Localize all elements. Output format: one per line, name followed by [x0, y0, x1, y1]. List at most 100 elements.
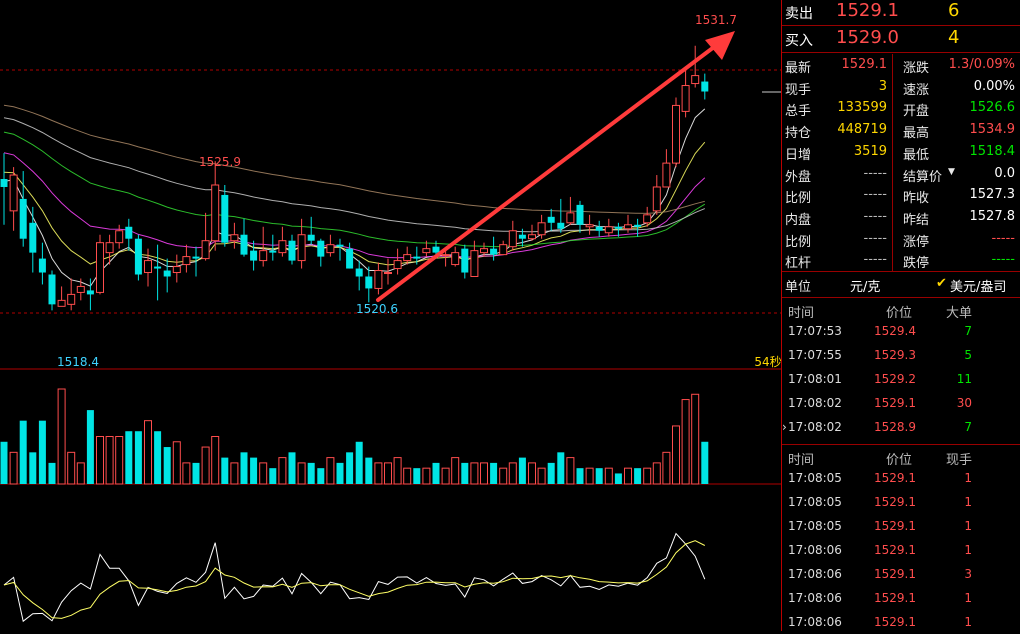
- unit-value[interactable]: 元/克: [850, 280, 881, 295]
- volume-bar: [182, 462, 191, 485]
- tick-row[interactable]: 17:08:06 1529.1 1: [782, 586, 1020, 610]
- volume-bar: [336, 462, 344, 484]
- candle-body: [681, 85, 690, 112]
- tick-row[interactable]: 17:08:06 1529.1 1: [782, 610, 1020, 634]
- candle-body: [240, 234, 248, 255]
- volume-bar: [278, 457, 287, 485]
- volume-bar: [29, 452, 37, 484]
- candle-body: [134, 238, 142, 275]
- kline-chart-area[interactable]: 1531.7 1525.9 1520.6 1518.4 54秒: [0, 0, 781, 631]
- volume-bar: [192, 462, 200, 484]
- candle-body: [451, 252, 460, 266]
- tick-row[interactable]: 17:08:05 1529.1 1: [782, 490, 1020, 514]
- candle-body: [393, 260, 402, 270]
- quote-stat-row: 总手 133599 开盘 1526.6: [782, 97, 1020, 119]
- header-time: 时间: [788, 453, 815, 468]
- candle-body: [326, 244, 335, 254]
- volume-bar: [172, 441, 181, 485]
- volume-bar: [96, 436, 104, 485]
- dropdown-icon[interactable]: ▼: [948, 166, 955, 177]
- indicator-fast-line: [3, 532, 706, 623]
- volume-bar: [576, 468, 584, 484]
- mid-low-price-label: 1520.6: [356, 302, 398, 316]
- header-price: 价位: [886, 306, 913, 321]
- stat-label: 外盘: [785, 169, 812, 185]
- candle-body: [614, 226, 622, 229]
- order-price: 1529.3: [874, 348, 916, 362]
- volume-bar: [115, 436, 124, 485]
- big-order-row[interactable]: 17:07:53 1529.4 7: [782, 319, 1020, 343]
- volume-bar: [76, 462, 85, 485]
- buy-row[interactable]: 买入 1529.0 4: [782, 27, 1020, 53]
- volume-bar: [250, 457, 258, 484]
- volume-bar: [346, 452, 354, 484]
- big-order-row[interactable]: 17:07:55 1529.3 5: [782, 343, 1020, 367]
- order-time: 17:08:02: [788, 396, 842, 410]
- quote-stat-row: 杠杆 ----- 跌停 -----: [782, 249, 1020, 271]
- sell-volume: 6: [948, 0, 960, 21]
- tick-row[interactable]: 17:08:05 1529.1 1: [782, 514, 1020, 538]
- candle-body: [201, 240, 210, 260]
- volume-bar: [499, 467, 508, 485]
- big-order-row[interactable]: 17:08:02 1528.9 7: [782, 415, 1020, 439]
- volume-bar: [413, 468, 421, 484]
- candle-body: [76, 285, 85, 293]
- stat-value: 1534.9: [969, 122, 1016, 138]
- candle-body: [576, 204, 584, 225]
- big-order-row[interactable]: 17:08:02 1529.1 30: [782, 391, 1020, 415]
- volume-bar: [221, 457, 229, 484]
- tick-header: 时间 价位 现手: [782, 447, 1020, 469]
- stat-value: -----: [991, 230, 1015, 246]
- volume-bar: [652, 462, 661, 485]
- tick-row[interactable]: 17:08:06 1529.1 3: [782, 562, 1020, 586]
- order-volume: 11: [956, 372, 972, 386]
- candle-body: [547, 216, 555, 223]
- volume-bar: [566, 457, 575, 485]
- sell-label: 卖出: [785, 6, 813, 22]
- volume-bar: [681, 399, 690, 485]
- order-time: 17:07:53: [788, 324, 842, 338]
- quote-stat-row: 现手 3 速涨 0.00%: [782, 76, 1020, 98]
- sell-row[interactable]: 卖出 1529.1 6: [782, 0, 1020, 26]
- tick-row[interactable]: 17:08:06 1529.1 1: [782, 538, 1020, 562]
- countdown-label: 54秒: [754, 355, 781, 369]
- buy-price: 1529.0: [836, 27, 899, 48]
- stat-label: 昨结: [903, 212, 930, 228]
- peak-price-label: 1525.9: [199, 155, 241, 169]
- volume-bar: [643, 467, 652, 485]
- divider: [782, 52, 1020, 53]
- volume-bar: [9, 451, 18, 485]
- header-time: 时间: [788, 306, 815, 321]
- candle-body: [413, 256, 421, 259]
- volume-bar: [307, 462, 315, 484]
- unit-option[interactable]: 美元/盎司: [950, 280, 1007, 295]
- order-time: 17:08:02: [788, 420, 842, 434]
- tick-price: 1529.1: [874, 591, 916, 605]
- candlestick-chart[interactable]: 1531.7 1525.9 1520.6 1518.4 54秒: [0, 0, 781, 631]
- stat-value: 3: [878, 78, 887, 94]
- candle-body: [461, 248, 469, 273]
- candle-body: [172, 266, 181, 274]
- stat-value: -----: [863, 252, 887, 268]
- buy-label: 买入: [785, 33, 813, 49]
- stat-label: 杠杆: [785, 256, 812, 272]
- volume-bar: [211, 436, 220, 485]
- tick-time: 17:08:06: [788, 591, 842, 605]
- tick-volume: 1: [964, 519, 972, 533]
- candle-body: [432, 246, 440, 253]
- candle-body: [182, 256, 191, 266]
- divider: [782, 25, 1020, 26]
- low-price-label: 1518.4: [57, 355, 99, 369]
- stat-label: 结算价: [903, 169, 943, 185]
- divider: [892, 54, 893, 271]
- stat-label: 比例: [785, 191, 812, 207]
- volume-bar: [604, 467, 613, 485]
- tick-row[interactable]: 17:08:05 1529.1 1: [782, 466, 1020, 490]
- candle-body: [297, 234, 306, 262]
- order-time: 17:08:01: [788, 372, 842, 386]
- tick-price: 1529.1: [874, 543, 916, 557]
- stat-label: 昨收: [903, 191, 930, 207]
- candle-body: [672, 104, 680, 164]
- big-order-row[interactable]: 17:08:01 1529.2 11: [782, 367, 1020, 391]
- stat-label: 内盘: [785, 212, 812, 228]
